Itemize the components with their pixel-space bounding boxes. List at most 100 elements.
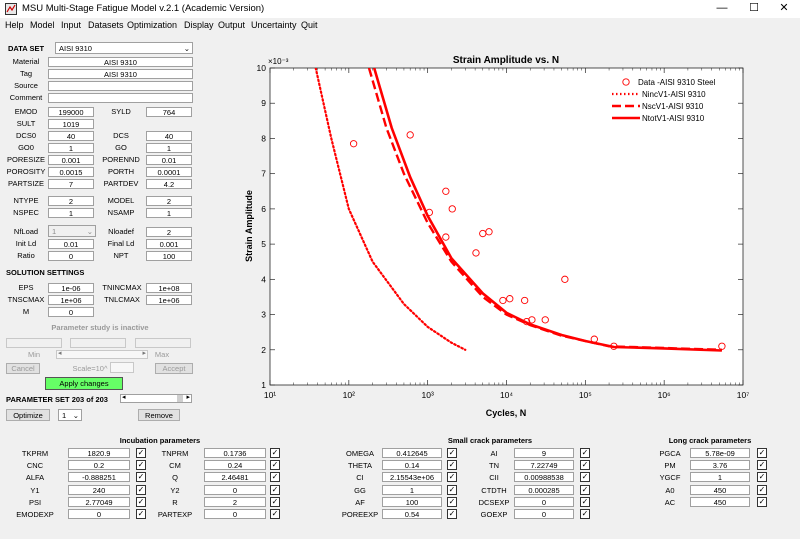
tnincmax-field[interactable]: 1e+08 (146, 283, 192, 293)
small-crack-tn-checkbox[interactable]: ✓ (580, 460, 590, 471)
nloadef-field[interactable]: 2 (146, 227, 192, 237)
incubation-q-field[interactable]: 2.46481 (204, 472, 266, 483)
incubation-tnprm-checkbox[interactable]: ✓ (270, 448, 280, 458)
small-crack-dcsexp-field[interactable]: 0 (514, 496, 574, 507)
dcs0-field[interactable]: 40 (48, 131, 94, 141)
long-crack-ygcf-checkbox[interactable]: ✓ (757, 472, 767, 483)
menu-input[interactable]: Input (61, 20, 82, 30)
small-crack-gg-checkbox[interactable]: ✓ (447, 484, 457, 495)
long-crack-pm-checkbox[interactable]: ✓ (757, 460, 767, 471)
small-crack-af-field[interactable]: 100 (382, 496, 442, 507)
porth-field[interactable]: 0.0001 (146, 167, 192, 177)
small-crack-theta-field[interactable]: 0.14 (382, 460, 442, 471)
material-field[interactable]: AISI 9310 (48, 57, 193, 67)
tnlcmax-field[interactable]: 1e+06 (146, 295, 192, 305)
nfload-select[interactable]: 1 ⌄ (48, 225, 96, 237)
incubation-partexp-checkbox[interactable]: ✓ (270, 509, 280, 519)
small-crack-gg-field[interactable]: 1 (382, 484, 442, 495)
small-crack-omega-field[interactable]: 0.412645 (382, 448, 442, 458)
nspec-field[interactable]: 1 (48, 208, 94, 218)
minimize-button[interactable]: — (716, 2, 728, 14)
small-crack-omega-checkbox[interactable]: ✓ (447, 448, 457, 458)
incubation-emodexp-checkbox[interactable]: ✓ (136, 509, 146, 519)
syld-field[interactable]: 764 (146, 107, 192, 117)
finalld-field[interactable]: 0.001 (146, 239, 192, 249)
incubation-psi-checkbox[interactable]: ✓ (136, 496, 146, 507)
long-crack-pgca-checkbox[interactable]: ✓ (757, 448, 767, 458)
long-crack-pm-field[interactable]: 3.76 (690, 460, 750, 471)
small-crack-ai-field[interactable]: 9 (514, 448, 574, 458)
incubation-emodexp-field[interactable]: 0 (68, 509, 130, 519)
porosity-field[interactable]: 0.0015 (48, 167, 94, 177)
small-crack-ci-checkbox[interactable]: ✓ (447, 472, 457, 483)
small-crack-goexp-field[interactable]: 0 (514, 509, 574, 519)
sult-field[interactable]: 1019 (48, 119, 94, 129)
incubation-r-checkbox[interactable]: ✓ (270, 496, 280, 507)
nsamp-field[interactable]: 1 (146, 208, 192, 218)
long-crack-ac-checkbox[interactable]: ✓ (757, 496, 767, 507)
small-crack-ai-checkbox[interactable]: ✓ (580, 448, 590, 458)
long-crack-a0-field[interactable]: 450 (690, 484, 750, 495)
incubation-tkprm-field[interactable]: 1820.9 (68, 448, 130, 458)
parameter-set-slider[interactable]: ◂ ▸ (120, 394, 192, 403)
incubation-alfa-checkbox[interactable]: ✓ (136, 472, 146, 483)
initld-field[interactable]: 0.01 (48, 239, 94, 249)
menu-help[interactable]: Help (5, 20, 24, 30)
m-field[interactable]: 0 (48, 307, 94, 317)
go0-field[interactable]: 1 (48, 143, 94, 153)
small-crack-ci-field[interactable]: 2.15543e+06 (382, 472, 442, 483)
eps-field[interactable]: 1e-06 (48, 283, 94, 293)
scale-exponent-field[interactable] (110, 362, 134, 373)
accept-button[interactable]: Accept (155, 363, 193, 374)
small-crack-af-checkbox[interactable]: ✓ (447, 496, 457, 507)
dataset-select[interactable]: AISI 9310 ⌄ (55, 42, 193, 54)
incubation-tnprm-field[interactable]: 0.1736 (204, 448, 266, 458)
ntype-field[interactable]: 2 (48, 196, 94, 206)
long-crack-ac-field[interactable]: 450 (690, 496, 750, 507)
tag-field[interactable]: AISI 9310 (48, 69, 193, 79)
dcs-field[interactable]: 40 (146, 131, 192, 141)
small-crack-goexp-checkbox[interactable]: ✓ (580, 509, 590, 519)
incubation-q-checkbox[interactable]: ✓ (270, 472, 280, 483)
comment-field[interactable] (48, 93, 193, 103)
long-crack-a0-checkbox[interactable]: ✓ (757, 484, 767, 495)
incubation-alfa-field[interactable]: -0.888251 (68, 472, 130, 483)
optimize-select[interactable]: 1 ⌄ (58, 409, 82, 421)
incubation-tkprm-checkbox[interactable]: ✓ (136, 448, 146, 458)
cancel-button[interactable]: Cancel (6, 363, 40, 374)
small-crack-theta-checkbox[interactable]: ✓ (447, 460, 457, 471)
small-crack-poreexp-checkbox[interactable]: ✓ (447, 509, 457, 519)
model-field[interactable]: 2 (146, 196, 192, 206)
menu-quit[interactable]: Quit (301, 20, 318, 30)
incubation-y1-checkbox[interactable]: ✓ (136, 484, 146, 495)
small-crack-dcsexp-checkbox[interactable]: ✓ (580, 496, 590, 507)
porennd-field[interactable]: 0.01 (146, 155, 192, 165)
emod-field[interactable]: 199000 (48, 107, 94, 117)
incubation-cm-field[interactable]: 0.24 (204, 460, 266, 471)
npt-field[interactable]: 100 (146, 251, 192, 261)
long-crack-ygcf-field[interactable]: 1 (690, 472, 750, 483)
incubation-cnc-checkbox[interactable]: ✓ (136, 460, 146, 471)
small-crack-ctdth-field[interactable]: 0.000285 (514, 484, 574, 495)
menu-output[interactable]: Output (218, 20, 246, 30)
small-crack-tn-field[interactable]: 7.22749 (514, 460, 574, 471)
slider-thumb[interactable] (177, 395, 183, 402)
incubation-partexp-field[interactable]: 0 (204, 509, 266, 519)
source-field[interactable] (48, 81, 193, 91)
menu-uncertainty[interactable]: Uncertainty (251, 20, 297, 30)
small-crack-poreexp-field[interactable]: 0.54 (382, 509, 442, 519)
tnscmax-field[interactable]: 1e+06 (48, 295, 94, 305)
menu-model[interactable]: Model (30, 20, 55, 30)
small-crack-cii-field[interactable]: 0.00988538 (514, 472, 574, 483)
menu-optimization[interactable]: Optimization (127, 20, 178, 30)
poresize-field[interactable]: 0.001 (48, 155, 94, 165)
partsize-field[interactable]: 7 (48, 179, 94, 189)
incubation-cm-checkbox[interactable]: ✓ (270, 460, 280, 471)
small-crack-ctdth-checkbox[interactable]: ✓ (580, 484, 590, 495)
study-slider[interactable]: ◂ ▸ (56, 350, 148, 359)
incubation-r-field[interactable]: 2 (204, 496, 266, 507)
incubation-cnc-field[interactable]: 0.2 (68, 460, 130, 471)
go-field[interactable]: 1 (146, 143, 192, 153)
incubation-y1-field[interactable]: 240 (68, 484, 130, 495)
long-crack-pgca-field[interactable]: 5.78e-09 (690, 448, 750, 458)
